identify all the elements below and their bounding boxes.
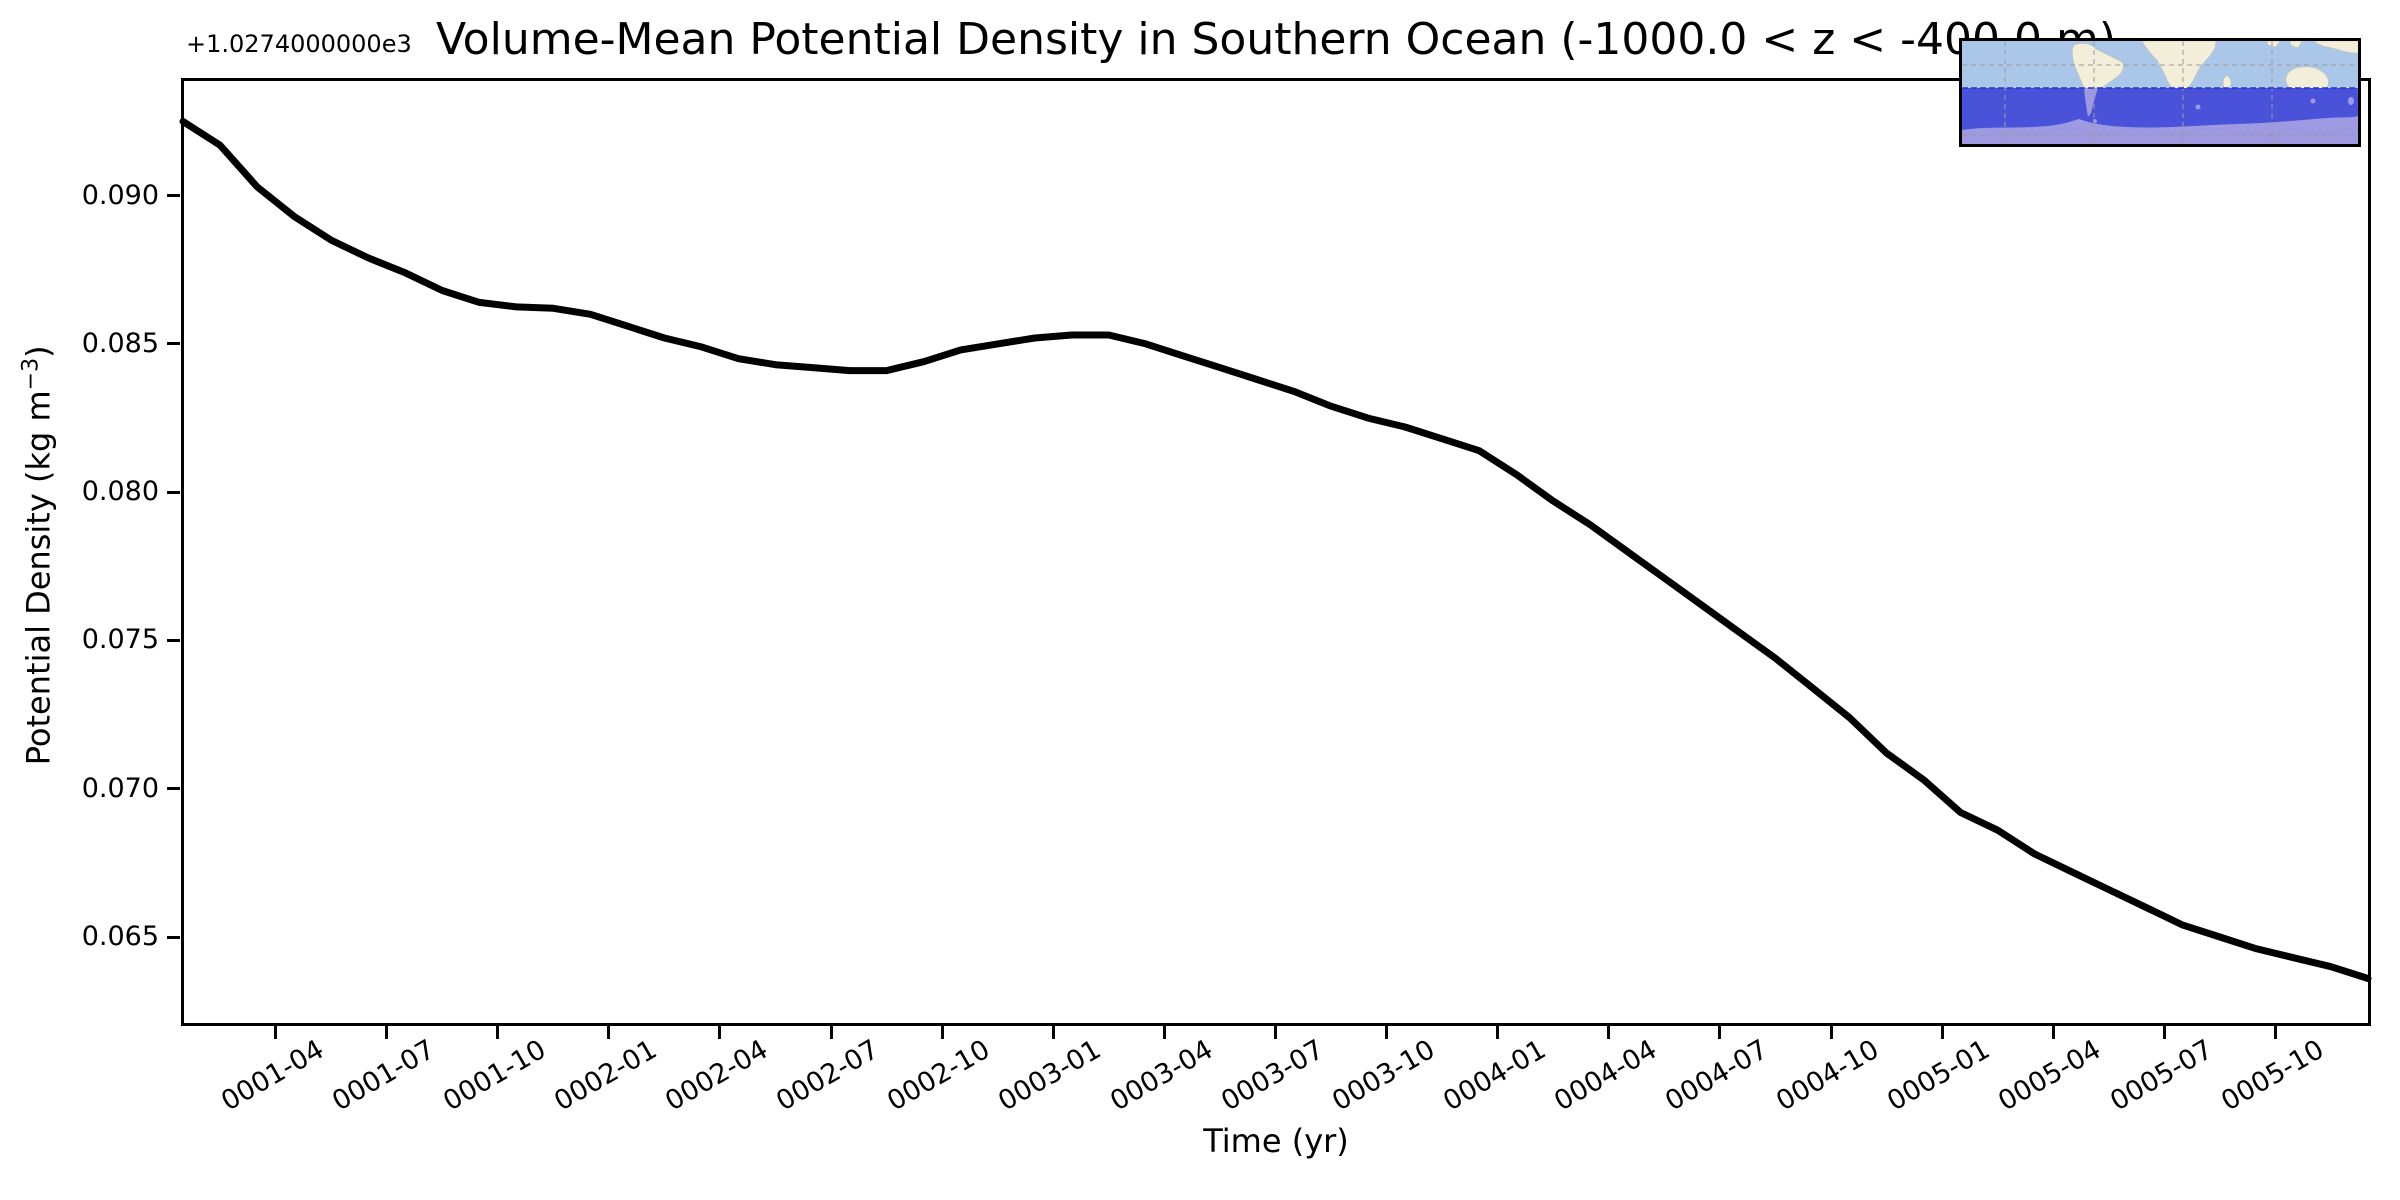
x-tick-label: 0001-07	[326, 1034, 441, 1118]
x-tick-mark	[274, 1026, 278, 1039]
x-tick-label: 0003-07	[1215, 1034, 1329, 1118]
x-tick-label: 0004-07	[1660, 1034, 1774, 1118]
x-tick-label: 0003-01	[993, 1034, 1107, 1118]
x-tick-label: 0005-01	[1882, 1034, 1996, 1118]
map-south-america	[2072, 43, 2124, 89]
y-axis-label-text: Potential Density (kg m	[19, 390, 58, 766]
y-tick-label: 0.070	[81, 772, 159, 804]
x-tick-label: 0001-04	[215, 1034, 330, 1118]
x-tick-label: 0002-01	[549, 1034, 663, 1118]
x-tick-mark	[607, 1026, 611, 1039]
y-tick-mark	[167, 638, 180, 642]
map-new-zealand-south	[2348, 97, 2354, 105]
x-tick-mark	[829, 1026, 833, 1039]
x-tick-mark	[1162, 1026, 1166, 1039]
x-tick-label: 0002-04	[660, 1034, 774, 1118]
x-tick-mark	[1829, 1026, 1833, 1039]
y-axis-label-suffix: )	[19, 345, 58, 358]
x-tick-mark	[1607, 1026, 1611, 1039]
y-tick-label: 0.085	[81, 327, 159, 359]
y-tick-label: 0.090	[81, 179, 159, 211]
y-tick-label: 0.065	[81, 921, 159, 952]
y-tick-label: 0.075	[81, 624, 159, 656]
x-tick-mark	[1274, 1026, 1277, 1039]
x-tick-label: 0004-04	[1549, 1034, 1663, 1118]
map-asia-fragments	[2266, 41, 2358, 54]
x-tick-mark	[385, 1026, 389, 1039]
map-tasmania	[2310, 98, 2316, 104]
x-tick-label: 0002-10	[882, 1034, 996, 1118]
x-tick-mark	[1051, 1026, 1055, 1039]
x-tick-mark	[2273, 1026, 2277, 1039]
x-tick-label: 0004-01	[1438, 1034, 1552, 1118]
world-map-graphic	[1962, 41, 2358, 144]
x-tick-mark	[2051, 1026, 2055, 1039]
x-tick-label: 0002-07	[771, 1034, 885, 1118]
y-tick-mark	[167, 787, 180, 791]
map-island-speck	[2195, 104, 2201, 110]
x-tick-mark	[1496, 1026, 1500, 1039]
x-tick-mark	[940, 1026, 944, 1039]
plot-area	[181, 78, 2371, 1026]
y-axis-label: Potential Density (kg m−3)	[19, 275, 58, 835]
x-tick-label: 0003-04	[1104, 1034, 1218, 1118]
region-inset-map	[1959, 38, 2361, 147]
x-tick-label: 0005-04	[1993, 1034, 2107, 1118]
x-tick-mark	[1385, 1026, 1389, 1039]
y-tick-mark	[167, 490, 180, 494]
x-tick-label: 0005-10	[2215, 1034, 2329, 1118]
x-axis-label: Time (yr)	[1203, 1122, 1349, 1160]
x-tick-label: 0001-10	[438, 1034, 552, 1118]
y-tick-label: 0.080	[81, 476, 159, 508]
chart-title: Volume-Mean Potential Density in Souther…	[436, 14, 2116, 65]
x-tick-mark	[1940, 1026, 1944, 1039]
y-axis-offset-text: +1.0274000000e3	[186, 30, 412, 58]
x-tick-mark	[1718, 1026, 1722, 1039]
y-axis-label-superscript: −3	[18, 357, 44, 391]
x-tick-label: 0004-10	[1771, 1034, 1885, 1118]
y-tick-mark	[167, 935, 180, 939]
y-tick-mark	[167, 342, 180, 346]
x-tick-label: 0005-07	[2104, 1034, 2218, 1118]
x-tick-mark	[2162, 1026, 2166, 1039]
x-tick-label: 0003-10	[1326, 1034, 1441, 1118]
x-tick-mark	[496, 1026, 500, 1039]
x-tick-mark	[718, 1026, 722, 1039]
y-tick-mark	[167, 194, 180, 198]
